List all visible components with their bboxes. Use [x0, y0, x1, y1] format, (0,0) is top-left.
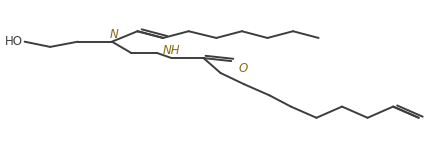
Text: HO: HO — [4, 35, 23, 48]
Text: O: O — [238, 62, 248, 75]
Text: NH: NH — [162, 44, 180, 57]
Text: N: N — [109, 28, 118, 41]
